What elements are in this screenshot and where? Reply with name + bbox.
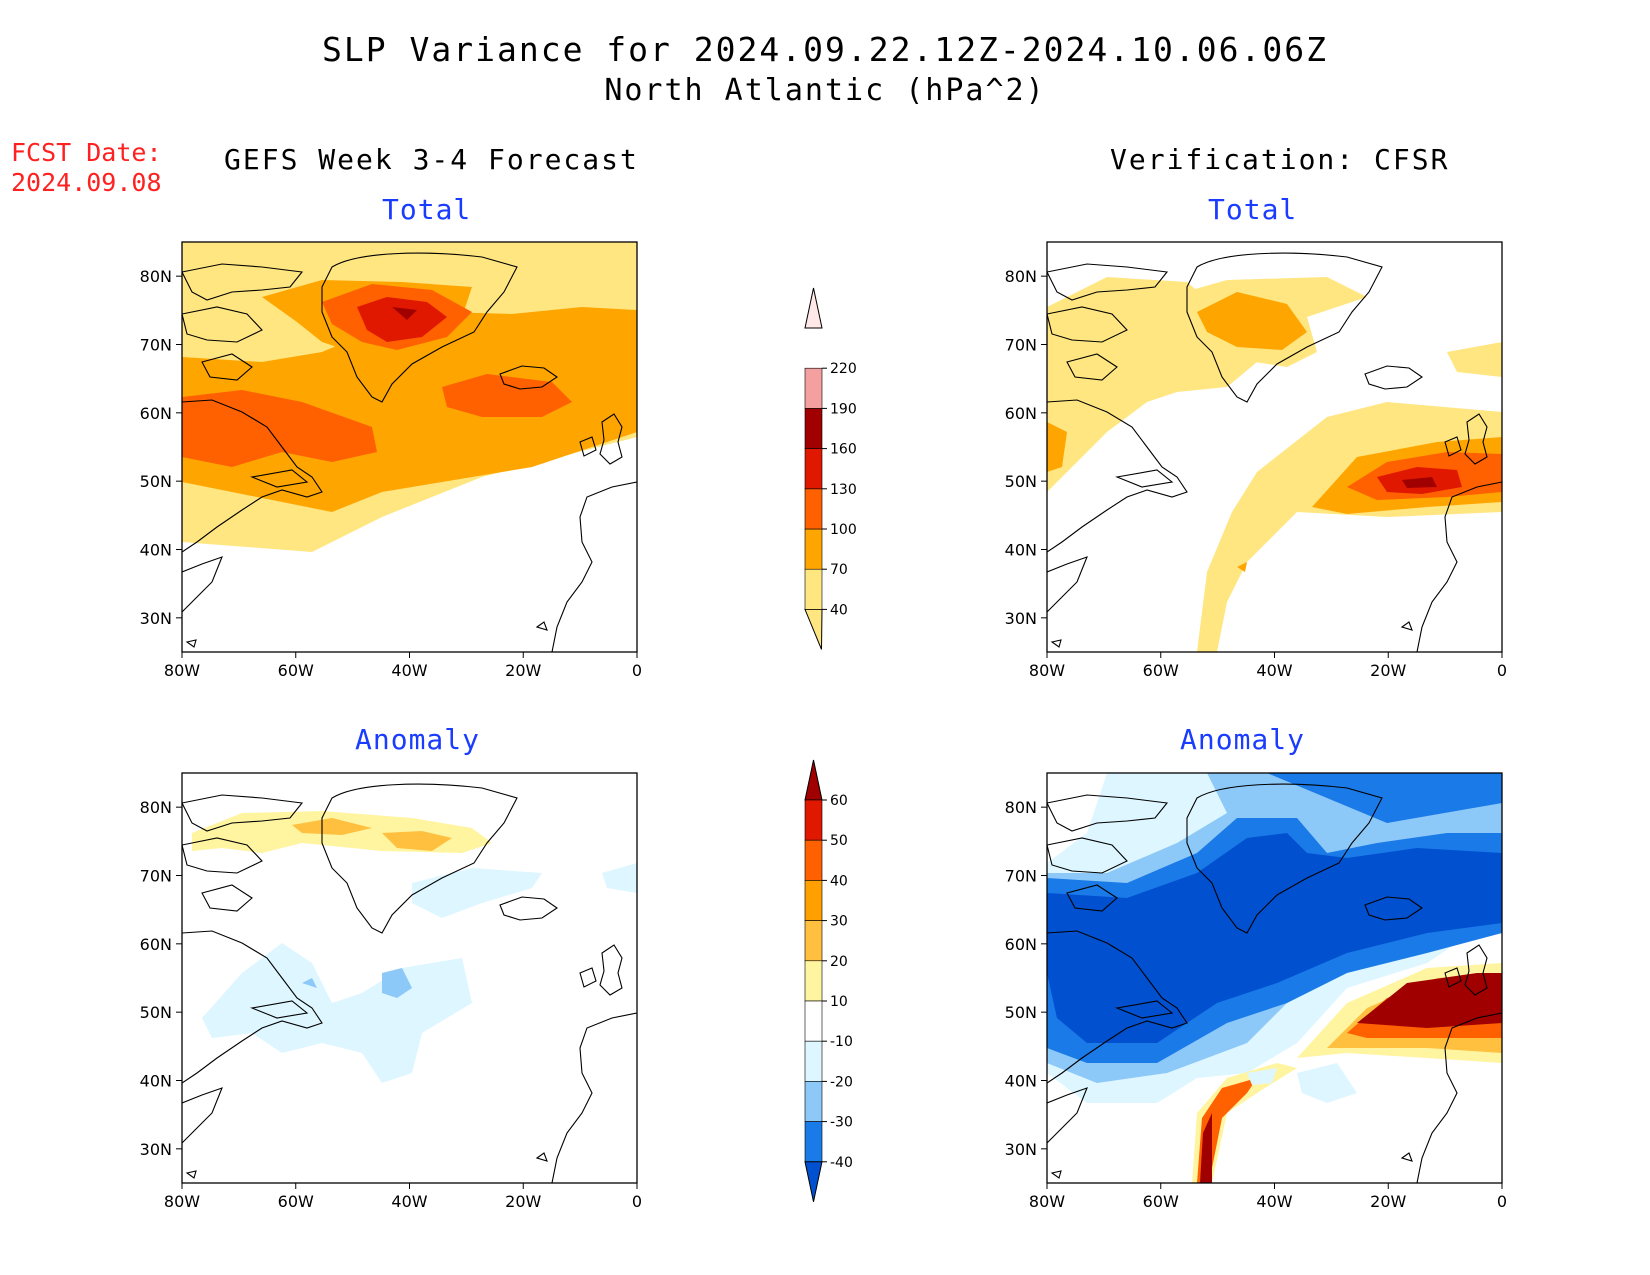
lat-tick-label: 80N (140, 798, 172, 817)
lon-tick-label: 20W (505, 1192, 541, 1211)
main-title-line2: North Atlantic (hPa^2) (604, 73, 1046, 108)
lat-tick-label: 70N (1005, 336, 1037, 355)
lat-tick-label: 60N (140, 404, 172, 423)
lon-tick-label: 40W (1256, 1192, 1292, 1211)
colorbar-total-swatch (804, 367, 823, 409)
lon-tick-label: 80W (1029, 661, 1065, 680)
lat-tick-label: 80N (1005, 798, 1037, 817)
colorbar-anomaly-swatch (804, 1040, 823, 1082)
colorbar-anomaly-swatch (804, 839, 823, 881)
lon-tick-label: 60W (278, 661, 314, 680)
colorbar-anomaly-label: -10 (830, 1034, 853, 1050)
colorbar-total-label: 70 (830, 562, 848, 578)
colorbar-anomaly-min-arrow (804, 1161, 823, 1202)
colorbar-anomaly-swatch (804, 960, 823, 1002)
colorbar-anomaly-label: -40 (830, 1155, 853, 1171)
lat-tick-label: 60N (1005, 935, 1037, 954)
lat-tick-label: 40N (140, 1072, 172, 1091)
lat-tick-label: 60N (1005, 404, 1037, 423)
lat-tick-label: 30N (1005, 1140, 1037, 1159)
colorbar-anomaly-label: 60 (830, 793, 848, 809)
lat-tick-label: 50N (140, 472, 172, 491)
lon-tick-label: 60W (278, 1192, 314, 1211)
colorbar-total-label: 220 (830, 361, 857, 377)
lon-tick-label: 0 (632, 661, 642, 680)
colorbar-total-min-arrow (804, 608, 823, 650)
colorbar-anomaly-swatch (804, 799, 823, 841)
colorbar-anomaly-label: 20 (830, 954, 848, 970)
gefs-anomaly-map (182, 773, 637, 1183)
lon-tick-label: 0 (1497, 661, 1507, 680)
colorbar-total: 40 70 100 130 160 190 220 (804, 287, 857, 650)
colorbar-total-label: 100 (830, 522, 857, 538)
left-column-title: GEFS Week 3-4 Forecast (224, 143, 639, 176)
cfsr-anomaly-label: Anomaly (1180, 723, 1306, 756)
axes-layer: 80N 70N 60N 50N 40N 30N 80W 60W 40W 20W 0 80N 70N 60N… (140, 267, 1507, 1211)
colorbar-anomaly-swatch (804, 1000, 823, 1042)
colorbar-anomaly-label: 10 (830, 994, 848, 1010)
colorbar-anomaly-label: -20 (830, 1074, 853, 1090)
lon-tick-label: 0 (1497, 1192, 1507, 1211)
colorbar-anomaly-label: -30 (830, 1115, 853, 1131)
lon-tick-label: 60W (1143, 1192, 1179, 1211)
colorbar-total-swatch (804, 568, 823, 610)
lat-tick-label: 70N (140, 336, 172, 355)
lat-tick-label: 30N (140, 1140, 172, 1159)
lon-tick-label: 20W (1370, 1192, 1406, 1211)
colorbar-total-swatch (804, 408, 823, 449)
lon-tick-label: 40W (391, 661, 427, 680)
cfsr-total-map (1047, 242, 1502, 652)
fcst-date-label: FCST Date: (11, 138, 162, 167)
lat-tick-label: 80N (1005, 267, 1037, 286)
lon-tick-label: 80W (164, 661, 200, 680)
lon-tick-label: 40W (391, 1192, 427, 1211)
lon-tick-label: 40W (1256, 661, 1292, 680)
colorbar-total-label: 40 (830, 602, 848, 618)
lat-tick-label: 70N (140, 867, 172, 886)
lon-tick-label: 0 (632, 1192, 642, 1211)
lat-tick-label: 40N (1005, 541, 1037, 560)
gefs-anomaly-label: Anomaly (355, 723, 481, 756)
lat-tick-label: 60N (140, 935, 172, 954)
lat-tick-label: 50N (1005, 1003, 1037, 1022)
lat-tick-label: 50N (140, 1003, 172, 1022)
colorbar-anomaly-label: 50 (830, 833, 848, 849)
lat-tick-label: 80N (140, 267, 172, 286)
lat-tick-label: 30N (140, 609, 172, 628)
colorbar-total-label: 190 (830, 401, 857, 417)
colorbar-total-max-arrow (804, 287, 823, 329)
lat-tick-label: 30N (1005, 609, 1037, 628)
colorbar-anomaly: 60 50 40 30 20 10 -10 -20 -30 -40 (804, 759, 853, 1202)
colorbar-total-label: 160 (830, 442, 857, 458)
colorbar-anomaly-swatch (804, 1121, 823, 1163)
main-title-line1: SLP Variance for 2024.09.22.12Z-2024.10.… (322, 30, 1328, 69)
colorbar-anomaly-label: 40 (830, 873, 848, 889)
lon-tick-label: 20W (505, 661, 541, 680)
lat-tick-label: 40N (1005, 1072, 1037, 1091)
lon-tick-label: 20W (1370, 661, 1406, 680)
lat-tick-label: 40N (140, 541, 172, 560)
cfsr-anomaly-map (1047, 773, 1502, 1183)
colorbar-anomaly-swatch (804, 920, 823, 962)
fcst-date-value: 2024.09.08 (11, 168, 162, 197)
colorbar-anomaly-max-arrow (804, 759, 823, 801)
cfsr-total-label: Total (1208, 193, 1298, 226)
lon-tick-label: 60W (1143, 661, 1179, 680)
gefs-total-map (182, 242, 637, 652)
colorbar-anomaly-swatch (804, 1081, 823, 1122)
gefs-total-label: Total (382, 193, 472, 226)
colorbar-total-swatch (804, 448, 823, 490)
colorbar-total-label: 130 (830, 482, 857, 498)
colorbar-anomaly-swatch (804, 880, 823, 921)
colorbar-anomaly-label: 30 (830, 914, 848, 930)
lon-tick-label: 80W (164, 1192, 200, 1211)
colorbar-total-swatch (804, 488, 823, 530)
lat-tick-label: 50N (1005, 472, 1037, 491)
colorbar-total-swatch (804, 528, 823, 570)
lon-tick-label: 80W (1029, 1192, 1065, 1211)
lat-tick-label: 70N (1005, 867, 1037, 886)
right-column-title: Verification: CFSR (1110, 143, 1450, 176)
